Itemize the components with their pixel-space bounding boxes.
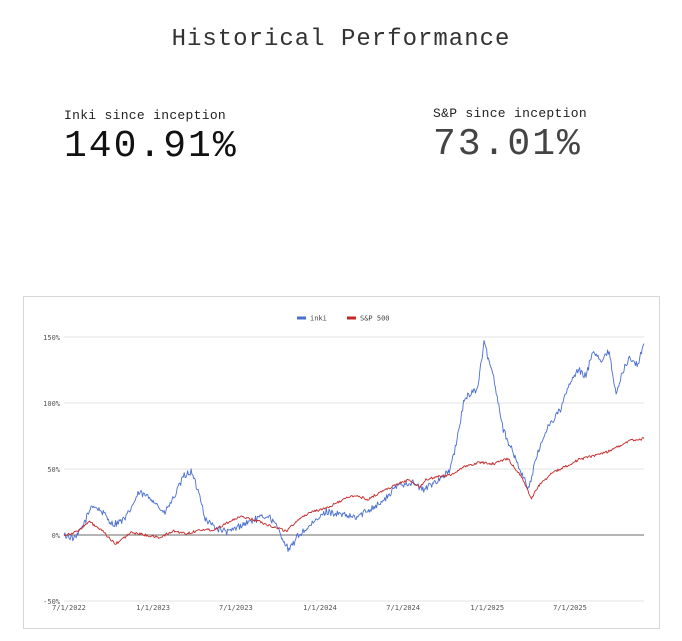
x-tick-label: 1/1/2024 [303,604,337,612]
y-tick-label: 0% [52,532,61,540]
y-tick-label: 150% [43,334,61,342]
x-tick-label: 1/1/2023 [136,604,170,612]
series-line-sp500 [63,437,645,545]
sp-stat: S&P since inception 73.01% [433,106,587,166]
chart-svg: -50%0%50%100%150% 7/1/2022 1/1/2023 7/1/20… [43,315,645,612]
inki-stat: Inki since inception 140.91% [64,108,238,168]
legend-label-1[interactable]: S&P 500 [360,315,390,323]
y-tick-label: -50% [43,598,61,606]
series-line-inki [63,339,645,552]
inki-stat-value: 140.91% [64,125,238,168]
legend[interactable]: inki S&P 500 [297,315,390,323]
grid-lines [64,336,644,602]
series-lines [63,339,645,552]
x-axis: 7/1/2022 1/1/2023 7/1/2023 1/1/2024 7/1/2024… [52,604,587,612]
y-tick-label: 100% [43,400,61,408]
performance-chart: -50% 0% 50% 100% 150% 7/1/2022 1/1/2023 7/1/20… [23,296,660,629]
x-tick-label: 7/1/2022 [52,604,86,612]
x-tick-label: 1/1/2025 [470,604,504,612]
x-tick-label: 7/1/2024 [386,604,420,612]
x-tick-label: 7/1/2025 [553,604,587,612]
sp-stat-label: S&P since inception [433,106,587,121]
page-title: Historical Performance [171,26,511,53]
y-axis: -50% 0% 50% 100% 150% [43,334,61,606]
y-tick-label: 50% [47,466,60,474]
inki-stat-label: Inki since inception [64,108,227,123]
sp-stat-value: 73.01% [433,123,582,166]
x-tick-label: 7/1/2023 [219,604,253,612]
legend-label-0[interactable]: inki [310,315,327,323]
